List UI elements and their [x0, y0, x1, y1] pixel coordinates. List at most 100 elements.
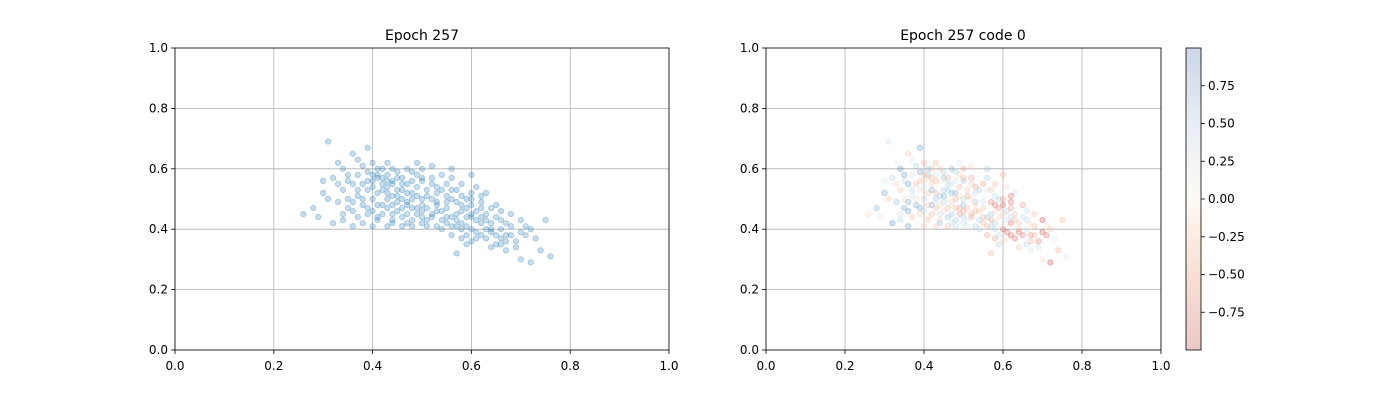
data-point: [916, 177, 924, 184]
data-point: [912, 220, 920, 227]
data-point: [948, 189, 955, 197]
data-point: [956, 183, 963, 190]
y-tick-label-left: 1.0: [149, 41, 168, 55]
data-point: [1019, 241, 1026, 248]
data-point: [423, 205, 430, 212]
data-point: [310, 205, 317, 212]
data-point: [984, 174, 991, 181]
data-point: [972, 183, 979, 190]
data-point: [354, 214, 361, 221]
data-point: [329, 220, 337, 227]
data-point: [1007, 198, 1015, 206]
data-point: [404, 165, 411, 172]
data-point: [1023, 226, 1030, 233]
data-point: [374, 217, 381, 224]
data-point: [354, 192, 361, 200]
data-point: [987, 198, 995, 206]
data-point: [901, 177, 908, 184]
data-point: [956, 192, 963, 200]
data-point: [537, 247, 544, 254]
plot-title-right: Epoch 257 code 0: [900, 28, 1026, 44]
data-point: [478, 214, 485, 221]
data-point: [932, 171, 940, 178]
data-point: [1003, 235, 1011, 242]
data-point: [502, 238, 510, 245]
data-point: [932, 177, 940, 184]
data-point: [384, 195, 391, 203]
data-point: [399, 205, 406, 212]
data-point: [995, 195, 1003, 203]
data-point: [972, 201, 979, 209]
data-point: [897, 211, 904, 218]
data-point: [404, 198, 411, 206]
data-point: [948, 165, 955, 172]
data-point: [991, 201, 999, 209]
data-point: [453, 223, 460, 230]
data-point: [1015, 229, 1022, 236]
data-point: [379, 186, 386, 193]
data-point: [473, 217, 480, 224]
data-point: [1015, 244, 1022, 251]
data-point: [339, 211, 347, 218]
data-point: [1031, 211, 1038, 218]
data-point: [428, 214, 435, 221]
data-point: [478, 205, 485, 212]
data-point: [936, 165, 943, 172]
data-point: [463, 223, 470, 230]
data-point: [972, 223, 979, 230]
data-point: [987, 223, 995, 230]
data-point: [980, 205, 987, 212]
data-point: [458, 201, 465, 209]
data-point: [384, 159, 391, 166]
data-point: [359, 220, 366, 227]
data-point: [349, 180, 356, 187]
data-point: [438, 186, 445, 193]
x-tick-label-left: 0.6: [462, 359, 481, 373]
data-point: [542, 217, 549, 224]
data-point: [1027, 232, 1034, 239]
data-point: [448, 232, 455, 239]
data-point: [468, 171, 475, 178]
data-point: [948, 211, 955, 218]
data-point: [1043, 232, 1050, 239]
colorbar-tick-label: 0.00: [1208, 192, 1235, 206]
data-point: [433, 189, 440, 197]
data-point: [964, 186, 971, 193]
data-point: [512, 238, 520, 245]
data-point: [885, 195, 892, 203]
data-point: [379, 180, 386, 187]
data-point: [1035, 238, 1042, 245]
data-point: [940, 174, 947, 181]
data-point: [349, 223, 356, 230]
data-point: [483, 226, 490, 233]
data-point: [399, 174, 406, 181]
data-point: [354, 186, 361, 193]
data-point: [453, 250, 460, 257]
data-point: [512, 244, 520, 251]
points-left: [300, 138, 554, 266]
data-point: [443, 180, 450, 187]
data-point: [912, 195, 920, 203]
data-point: [374, 201, 381, 209]
data-point: [972, 208, 979, 215]
data-point: [324, 195, 332, 203]
data-point: [458, 220, 465, 227]
data-point: [399, 223, 406, 230]
data-point: [448, 214, 455, 221]
data-point: [1003, 208, 1011, 215]
data-point: [991, 192, 999, 200]
data-point: [984, 232, 991, 239]
data-point: [404, 220, 411, 227]
data-point: [976, 208, 983, 215]
data-point: [433, 208, 440, 215]
data-point: [924, 214, 932, 221]
data-point: [944, 174, 951, 181]
data-point: [527, 226, 534, 233]
data-point: [483, 235, 490, 242]
data-point: [483, 189, 490, 197]
data-point: [408, 168, 416, 175]
data-point: [468, 201, 475, 209]
data-point: [928, 180, 936, 187]
data-point: [995, 241, 1003, 248]
data-point: [1023, 217, 1030, 224]
